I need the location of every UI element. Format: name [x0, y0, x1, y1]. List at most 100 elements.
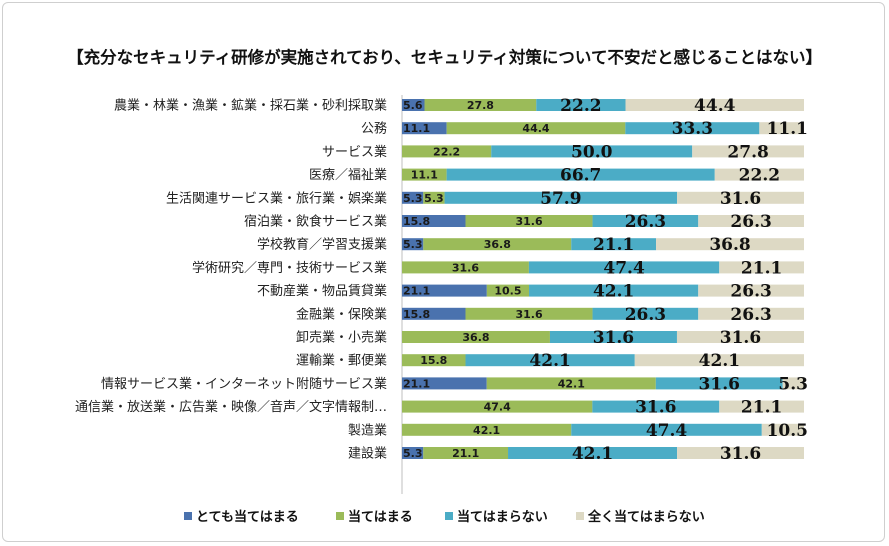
bar-segment-not-applicable: [655, 377, 783, 390]
bar-segment-not-at-all-applicable: [692, 145, 804, 158]
category-label: サービス業: [322, 144, 387, 160]
data-label: 22.2: [560, 96, 601, 116]
data-label: 21.1: [452, 447, 479, 460]
bar-segment-not-at-all-applicable: [656, 238, 804, 251]
bar-segment-not-at-all-applicable: [698, 215, 804, 227]
data-label: 22.2: [739, 166, 780, 186]
data-label: 42.1: [699, 351, 740, 371]
data-label: 5.3: [403, 447, 423, 460]
data-label: 22.2: [433, 145, 460, 158]
bar-segment-applicable: [402, 400, 593, 413]
bar-segment-applicable: [402, 261, 529, 274]
bar-segment-not-at-all-applicable: [782, 377, 804, 390]
bar-segment-applicable: [423, 238, 572, 251]
bar-segment-not-applicable: [549, 331, 677, 343]
data-label: 11.1: [411, 169, 438, 182]
data-label: 31.6: [699, 374, 740, 394]
category-label: 通信業・放送業・広告業・映像／音声／文字情報制…: [75, 399, 387, 415]
data-label: 27.8: [467, 99, 494, 112]
data-label: 11.1: [767, 119, 808, 139]
bar-segment-not-applicable: [625, 122, 760, 135]
bar-segment-not-applicable: [536, 99, 626, 111]
category-label: 公務: [361, 122, 387, 137]
bar-segment-not-at-all-applicable: [698, 307, 804, 320]
data-label: 31.6: [593, 328, 634, 348]
bar-segment-not-applicable: [592, 215, 699, 227]
data-label: 21.1: [741, 398, 782, 418]
bar-segment-not-applicable: [571, 423, 762, 436]
bar-segment-not-at-all-applicable: [625, 99, 804, 111]
bar-segment-applicable: [424, 99, 537, 111]
data-label: 31.6: [515, 215, 542, 228]
data-label: 66.7: [560, 166, 601, 186]
category-label: 金融業・保険業: [296, 306, 387, 322]
data-label: 21.1: [593, 235, 634, 255]
bar-segment-not-at-all-applicable: [677, 447, 804, 459]
data-label: 10.5: [767, 421, 808, 441]
legend-swatch-very-applicable: [184, 512, 192, 520]
data-label: 5.3: [403, 238, 423, 251]
data-label: 5.3: [424, 192, 444, 205]
data-label: 21.1: [741, 258, 782, 278]
bar-segment-not-at-all-applicable: [676, 331, 804, 343]
bar-segment-not-at-all-applicable: [719, 261, 804, 274]
data-label: 50.0: [571, 142, 613, 162]
data-label: 10.5: [494, 285, 521, 298]
category-label: 医療／福祉業: [309, 167, 387, 183]
legend-label-applicable: 当てはまる: [348, 509, 413, 525]
data-label: 15.8: [403, 308, 430, 321]
category-label: 製造業: [348, 422, 387, 438]
data-label: 31.6: [515, 308, 542, 321]
category-label: 卸売業・小売業: [296, 330, 387, 346]
bar-segment-not-applicable: [592, 307, 699, 320]
data-label: 57.9: [540, 189, 581, 209]
bar-segment-not-at-all-applicable: [634, 354, 804, 367]
data-label: 26.3: [730, 282, 771, 302]
bar-segment-not-applicable: [446, 168, 715, 181]
bar-segment-applicable: [402, 423, 572, 436]
data-label: 42.1: [558, 377, 585, 390]
category-label: 不動産業・物品賃貸業: [257, 283, 387, 299]
bar-segment-very-applicable: [402, 307, 466, 320]
bar-segment-not-at-all-applicable: [759, 122, 804, 135]
bar-segment-not-applicable: [571, 238, 657, 251]
bar-segment-not-at-all-applicable: [761, 423, 804, 436]
data-label: 36.8: [484, 238, 511, 251]
data-label: 31.6: [452, 261, 479, 274]
data-label: 31.6: [720, 328, 761, 348]
legend-label-very-applicable: とても当てはまる: [196, 509, 299, 525]
legend-swatch-not-at-all-applicable: [576, 512, 584, 520]
bar-segment-very-applicable: [402, 191, 424, 204]
data-label: 21.1: [403, 285, 430, 298]
data-label: 47.4: [484, 401, 511, 414]
bar-segment-not-applicable: [491, 145, 693, 158]
data-label: 31.6: [720, 189, 761, 209]
bar-segment-not-applicable: [529, 284, 699, 297]
data-label: 42.1: [572, 444, 613, 464]
bar-segment-very-applicable: [402, 238, 424, 251]
bar-segment-very-applicable: [402, 122, 447, 135]
category-label: 学校教育／学習支援業: [257, 237, 387, 253]
legend-label-not-applicable: 当てはまらない: [457, 509, 548, 525]
data-label: 27.8: [727, 142, 768, 162]
bar-segment-applicable: [402, 354, 466, 367]
bar-segment-very-applicable: [402, 377, 487, 390]
data-label: 47.4: [646, 421, 688, 441]
bar-segment-not-at-all-applicable: [714, 168, 804, 181]
data-label: 36.8: [462, 331, 489, 344]
bar-segment-applicable: [486, 377, 656, 390]
bar-segment-not-applicable: [508, 447, 678, 459]
category-label: 運輸業・郵便業: [296, 353, 387, 369]
data-label: 21.1: [403, 377, 430, 390]
bar-segment-not-applicable: [528, 261, 720, 274]
category-label: 学術研究／専門・技術サービス業: [192, 260, 387, 276]
category-label: 生活関連サービス業・旅行業・娯楽業: [166, 190, 387, 206]
legend-label-not-at-all-applicable: 全く当てはまらない: [587, 509, 705, 525]
bar-segment-applicable: [465, 307, 593, 320]
bar-segment-not-at-all-applicable: [698, 284, 804, 297]
data-label: 47.4: [603, 258, 645, 278]
bar-segment-applicable: [402, 331, 550, 343]
data-label: 26.3: [625, 212, 666, 232]
bar-segment-very-applicable: [402, 99, 425, 111]
